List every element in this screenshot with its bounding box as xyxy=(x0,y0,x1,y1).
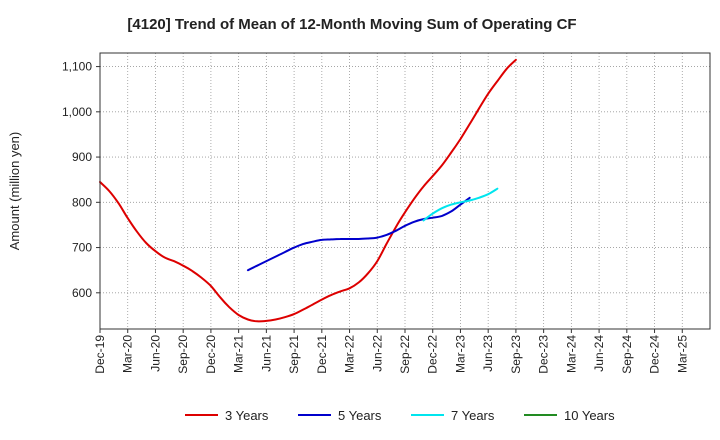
legend-label: 10 Years xyxy=(564,408,615,423)
x-tick-label: Mar-21 xyxy=(232,335,246,373)
x-tick-label: Mar-20 xyxy=(121,335,135,373)
x-tick-label: Jun-20 xyxy=(148,335,162,372)
x-tick-label: Dec-21 xyxy=(315,335,329,374)
legend-label: 5 Years xyxy=(338,408,382,423)
x-tick-label: Mar-24 xyxy=(564,335,578,373)
x-tick-label: Sep-20 xyxy=(176,335,190,374)
chart-title: [4120] Trend of Mean of 12-Month Moving … xyxy=(127,16,576,33)
plot-frame xyxy=(99,52,711,330)
x-tick-label: Mar-23 xyxy=(453,335,467,373)
legend: 3 Years 5 Years 7 Years 10 Years xyxy=(185,408,615,423)
grid-lines xyxy=(100,53,710,329)
x-tick-label: Sep-21 xyxy=(287,335,301,374)
series-line-7-years xyxy=(422,187,499,222)
axis-ticks: 600 700 800 900 1,000 1,100 Dec-19 Mar-20 Jun-20… xyxy=(62,60,689,374)
x-tick-label: Jun-22 xyxy=(370,335,384,372)
y-tick-label: 900 xyxy=(72,150,92,164)
y-tick-label: 800 xyxy=(72,195,92,209)
legend-label: 3 Years xyxy=(225,408,269,423)
x-tick-label: Dec-24 xyxy=(648,335,662,374)
x-tick-label: Dec-19 xyxy=(93,335,107,374)
series-line-3-years xyxy=(99,58,517,323)
y-tick-label: 1,100 xyxy=(62,60,92,74)
x-tick-label: Jun-23 xyxy=(481,335,495,372)
x-tick-label: Sep-24 xyxy=(620,335,634,374)
x-tick-label: Sep-22 xyxy=(398,335,412,374)
x-tick-label: Mar-22 xyxy=(343,335,357,373)
x-tick-label: Dec-20 xyxy=(204,335,218,374)
x-tick-label: Jun-21 xyxy=(259,335,273,372)
x-tick-label: Sep-23 xyxy=(509,335,523,374)
y-tick-label: 600 xyxy=(72,286,92,300)
y-tick-label: 700 xyxy=(72,241,92,255)
y-tick-label: 1,000 xyxy=(62,105,92,119)
series-line-5-years xyxy=(246,196,471,272)
y-axis-label: Amount (million yen) xyxy=(7,132,22,251)
x-tick-label: Jun-24 xyxy=(592,335,606,372)
series-lines xyxy=(99,58,517,323)
x-tick-label: Mar-25 xyxy=(675,335,689,373)
x-tick-label: Dec-23 xyxy=(537,335,551,374)
legend-label: 7 Years xyxy=(451,408,495,423)
x-tick-label: Dec-22 xyxy=(426,335,440,374)
